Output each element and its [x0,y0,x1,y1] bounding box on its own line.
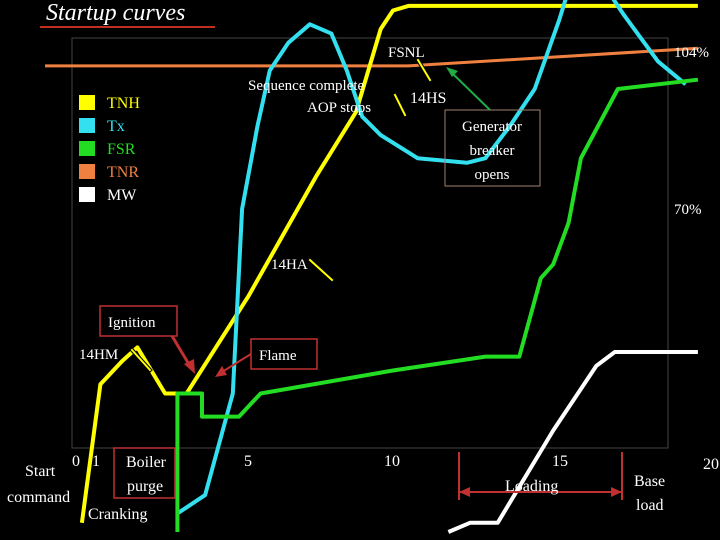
annotation-sequence: Sequence complete [248,78,365,94]
x-tick-5: 5 [244,453,252,470]
label-purge: purge [127,478,163,495]
annotation-ignition: Ignition [108,315,156,331]
boiler-purge-box [113,447,176,499]
annotation-14ha: 14HA [271,257,308,273]
loading-bracket [458,452,623,500]
event-markers [129,57,433,373]
x-tick-10: 10 [384,453,400,470]
annotation-fsnl: FSNL [388,45,425,61]
x-tick-20: 20 [703,456,719,473]
flame-arrow [215,353,252,377]
legend-label-fsr: FSR [107,141,136,158]
label-command: command [7,489,70,506]
label-boiler: Boiler [126,454,167,471]
legend-label-mw: MW [107,187,137,204]
annotation-generator-line3: opens [475,167,510,183]
annotation-14hs: 14HS [410,90,446,107]
marker-fsnl [415,57,433,83]
generator-box [444,109,541,187]
annotation-flame: Flame [259,348,297,364]
legend-swatch-tnh [79,95,95,110]
generator-arrow [446,67,491,111]
legend-label-tx: Tx [107,118,125,135]
label-loading: Loading [505,478,558,495]
ignition-arrow [170,335,195,374]
chart-title: Startup curves [46,0,185,26]
annotation-aop: AOP stops [307,100,371,116]
legend-label-tnh: TNH [107,95,140,112]
legend-swatch-fsr [79,141,95,156]
series-layer [45,0,699,534]
label-base: Base [634,473,665,490]
right-label-104: 104% [674,45,709,61]
legend-swatch-mw [79,187,95,202]
marker-14ha [307,257,335,283]
series-line-mw [447,350,698,534]
marker-14hm [129,347,153,373]
label-cranking: Cranking [88,506,148,523]
series-line-tnh [79,3,698,524]
legend-label-tnr: TNR [107,164,139,181]
series-line-tnr [45,46,698,68]
annotation-generator-line2: breaker [470,143,515,159]
annotation-generator-line1: Generator [462,119,522,135]
label-load: load [636,497,664,514]
series-line-tx [176,0,687,516]
plot-frame [71,37,669,449]
legend-swatch-tx [79,118,95,133]
legend-swatch-tnr [79,164,95,179]
ignition-box [99,305,178,337]
right-label-70: 70% [674,202,702,218]
marker-14hs [392,92,408,118]
x-tick-1: 1 [92,453,100,470]
annotation-14hm: 14HM [79,347,118,363]
series-line-fsr [175,77,699,532]
x-tick-0: 0 [72,453,80,470]
label-start: Start [25,463,56,480]
legend: TNH Tx FSR TNR MW [79,95,140,204]
x-tick-15: 15 [552,453,568,470]
